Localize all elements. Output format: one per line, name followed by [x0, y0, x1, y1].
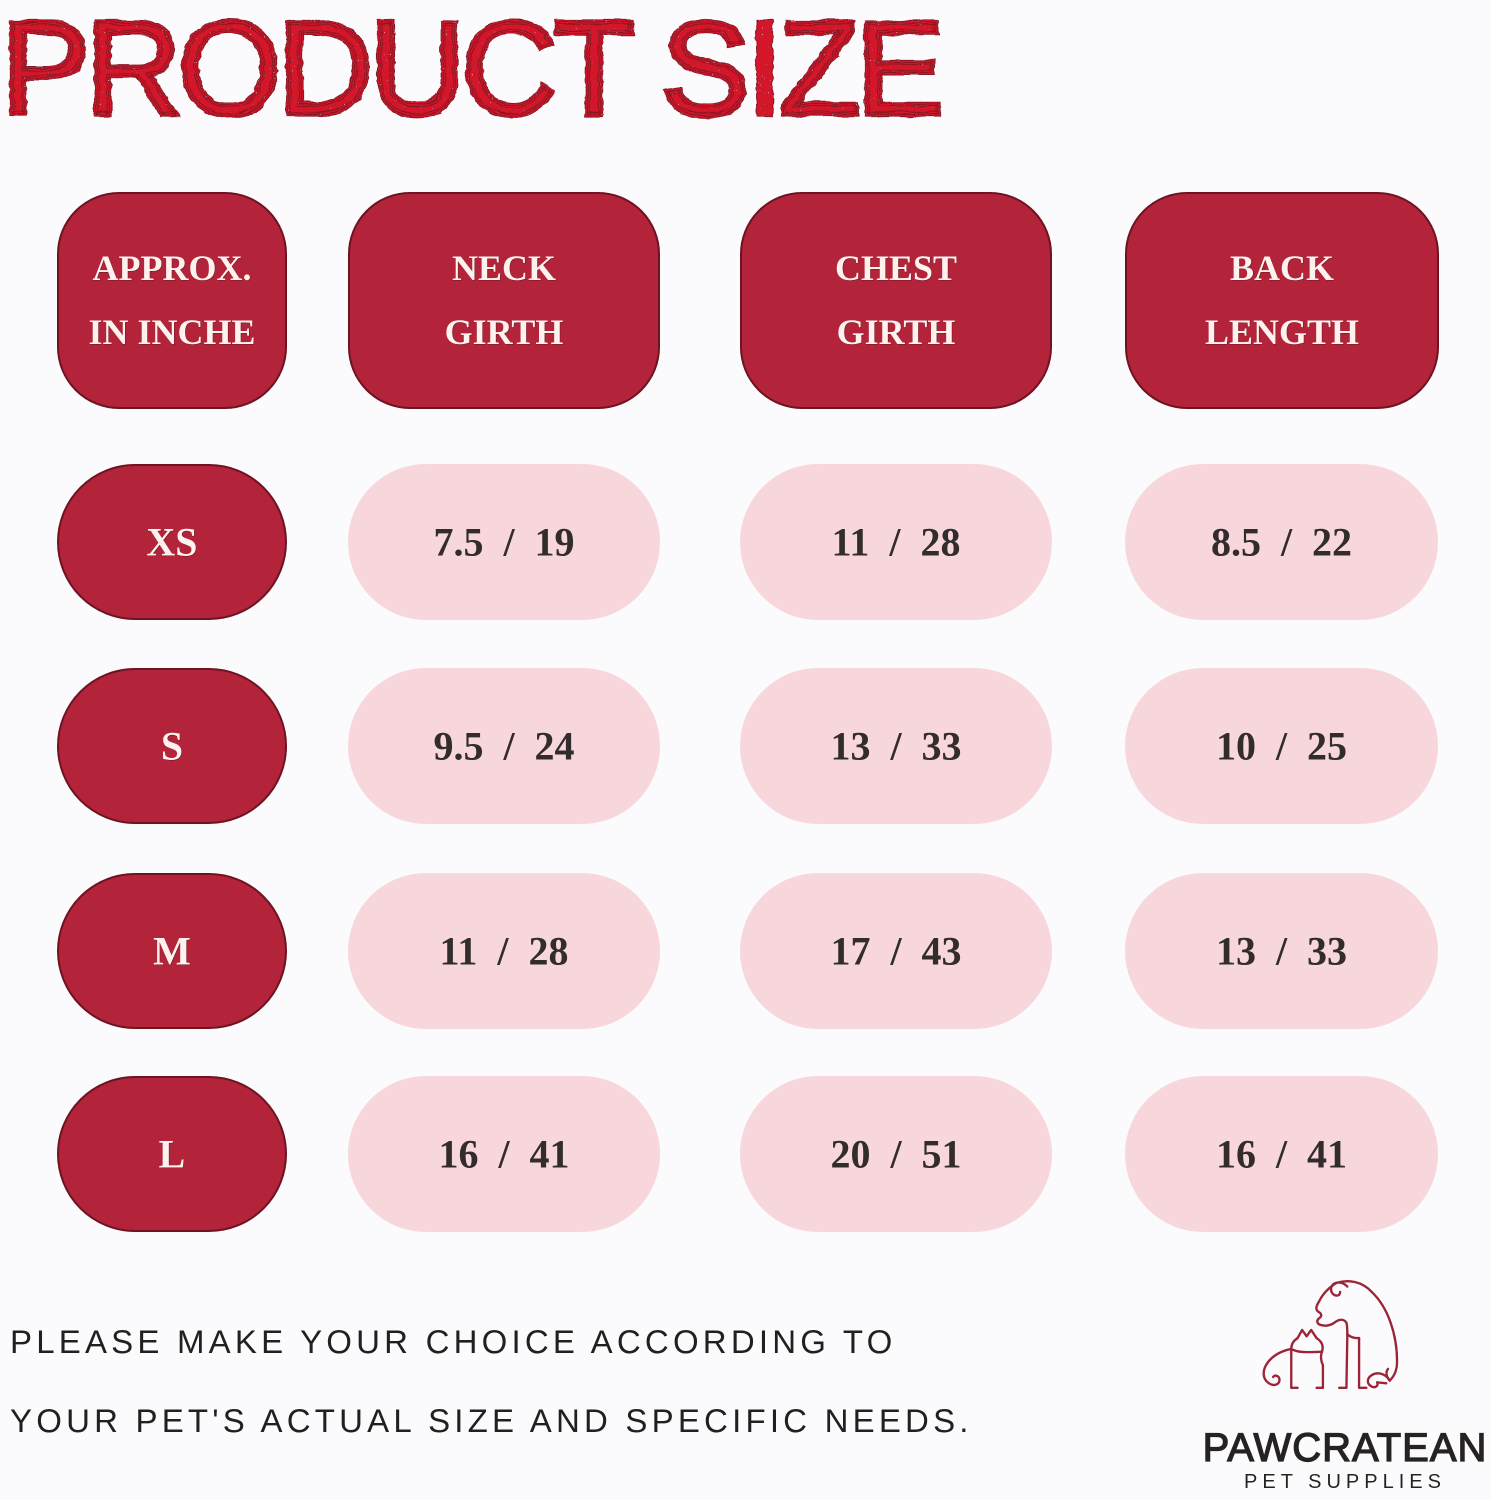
- svg-text:PRODUCT SIZE: PRODUCT SIZE: [0, 0, 941, 142]
